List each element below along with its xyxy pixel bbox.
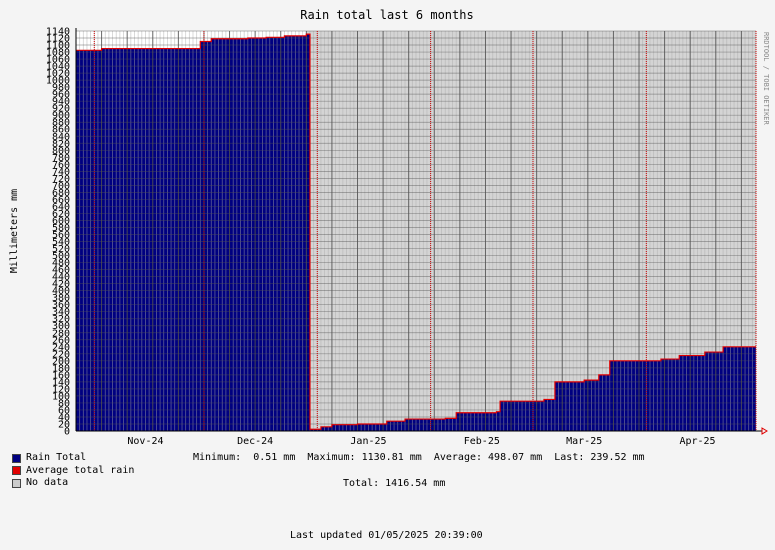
y-tick-label: 840 xyxy=(52,132,70,143)
y-tick-label: 1060 xyxy=(46,55,70,66)
y-tick-label: 140 xyxy=(52,377,70,388)
rain-total-area xyxy=(76,34,756,431)
no-data-swatch xyxy=(12,478,21,488)
stat-maximum: Maximum: 1130.81 mm xyxy=(307,452,422,463)
y-tick-label: 900 xyxy=(52,111,70,122)
y-tick-label: 300 xyxy=(52,321,70,332)
average-line xyxy=(76,33,756,430)
y-tick-label: 240 xyxy=(52,342,70,353)
stat-total: Total: 1416.54 mm xyxy=(343,478,446,489)
legend-item-rain-total: Rain Total xyxy=(12,452,134,465)
y-tick-label: 400 xyxy=(52,286,70,297)
y-tick-label: 1000 xyxy=(46,76,70,87)
chart-legend: Rain Total Average total rain No data xyxy=(12,452,134,490)
y-tick-label: 1040 xyxy=(46,62,70,73)
y-tick-label: 1100 xyxy=(46,41,70,52)
y-tick-label: 100 xyxy=(52,391,70,402)
y-tick-label: 120 xyxy=(52,384,70,395)
stat-average: Average: 498.07 mm xyxy=(433,452,543,463)
y-axis-label: Millimeters mm xyxy=(9,189,20,273)
rrdtool-watermark: RRDTOOL / TOBI OETIKER xyxy=(762,32,770,125)
stat-minimum: Minimum: 0.51 mm xyxy=(193,452,296,463)
y-tick-label: 740 xyxy=(52,167,70,178)
last-updated: Last updated 01/05/2025 20:39:00 xyxy=(290,530,483,541)
y-tick-label: 440 xyxy=(52,272,70,283)
y-tick-label: 560 xyxy=(52,230,70,241)
y-tick-label: 420 xyxy=(52,279,70,290)
y-tick-label: 0 xyxy=(64,427,70,438)
x-tick-label: Feb-25 xyxy=(464,436,500,447)
y-tick-label: 260 xyxy=(52,335,70,346)
y-tick-label: 620 xyxy=(52,209,70,220)
y-tick-label: 800 xyxy=(52,146,70,157)
y-tick-label: 360 xyxy=(52,300,70,311)
y-tick-label: 920 xyxy=(52,104,70,115)
legend-item-average: Average total rain xyxy=(12,465,134,478)
y-tick-label: 600 xyxy=(52,216,70,227)
y-tick-label: 760 xyxy=(52,160,70,171)
y-tick-label: 820 xyxy=(52,139,70,150)
y-tick-label: 1080 xyxy=(46,48,70,59)
y-tick-label: 1120 xyxy=(46,34,70,45)
y-tick-label: 1140 xyxy=(46,27,70,38)
y-tick-label: 320 xyxy=(52,314,70,325)
legend-item-no-data: No data xyxy=(12,477,134,490)
y-tick-label: 480 xyxy=(52,258,70,269)
y-tick-label: 880 xyxy=(52,118,70,129)
y-tick-label: 160 xyxy=(52,370,70,381)
y-tick-label: 220 xyxy=(52,349,70,360)
y-tick-label: 20 xyxy=(58,419,70,430)
y-tick-label: 860 xyxy=(52,125,70,136)
y-tick-label: 540 xyxy=(52,237,70,248)
stats-line: Minimum: 0.51 mm Maximum: 1130.81 mm Ave… xyxy=(193,452,645,463)
y-tick-label: 520 xyxy=(52,244,70,255)
y-tick-label: 660 xyxy=(52,195,70,206)
y-tick-label: 1020 xyxy=(46,69,70,80)
chart-title: Rain total last 6 months xyxy=(300,8,473,22)
x-axis-arrow xyxy=(761,427,768,435)
y-tick-label: 960 xyxy=(52,90,70,101)
y-tick-label: 460 xyxy=(52,265,70,276)
y-tick-label: 980 xyxy=(52,83,70,94)
y-tick-label: 640 xyxy=(52,202,70,213)
y-tick-label: 380 xyxy=(52,293,70,304)
legend-label-rain-total: Rain Total xyxy=(26,452,87,463)
x-tick-label: Apr-25 xyxy=(679,436,715,447)
y-tick-label: 580 xyxy=(52,223,70,234)
x-tick-label: Nov-24 xyxy=(127,436,163,447)
x-tick-label: Mar-25 xyxy=(566,436,602,447)
y-tick-label: 340 xyxy=(52,307,70,318)
x-tick-label: Dec-24 xyxy=(237,436,273,447)
y-tick-label: 720 xyxy=(52,174,70,185)
legend-label-no-data: No data xyxy=(26,477,69,488)
y-tick-label: 40 xyxy=(58,412,70,423)
y-tick-label: 500 xyxy=(52,251,70,262)
y-tick-label: 280 xyxy=(52,328,70,339)
y-tick-label: 180 xyxy=(52,363,70,374)
stat-last: Last: 239.52 mm xyxy=(554,452,645,463)
y-tick-label: 700 xyxy=(52,181,70,192)
y-tick-label: 80 xyxy=(58,398,70,409)
y-tick-label: 60 xyxy=(58,405,70,416)
y-tick-label: 780 xyxy=(52,153,70,164)
y-tick-label: 680 xyxy=(52,188,70,199)
x-tick-label: Jan-25 xyxy=(350,436,386,447)
rain-total-swatch xyxy=(12,453,21,463)
legend-label-average: Average total rain xyxy=(26,464,135,476)
average-swatch xyxy=(12,466,21,476)
y-tick-label: 940 xyxy=(52,97,70,108)
y-tick-label: 200 xyxy=(52,356,70,367)
